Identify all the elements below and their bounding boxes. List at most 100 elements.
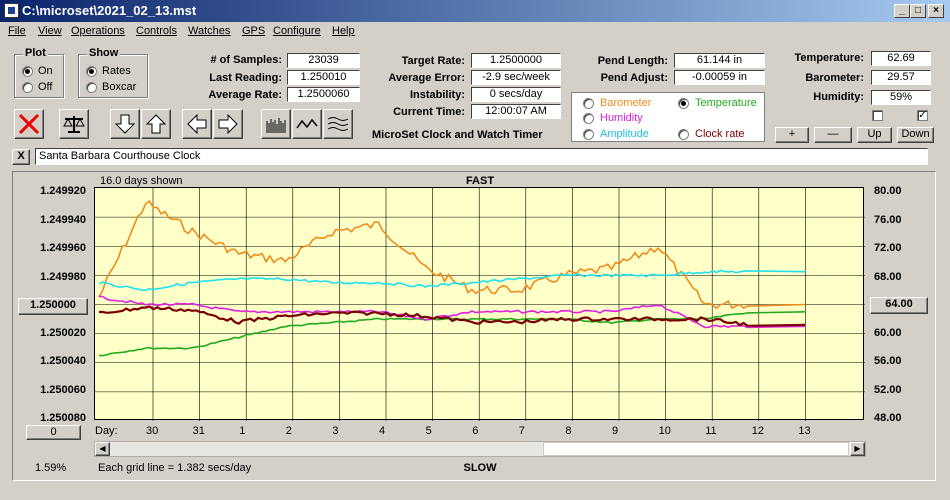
series-humidity: [98, 295, 806, 329]
barometer-value: 29.57: [871, 70, 931, 85]
scroll-up-button[interactable]: [141, 109, 171, 139]
barometer-label: Barometer:: [805, 72, 864, 84]
scrollbar-thumb[interactable]: [543, 442, 849, 456]
menu-help[interactable]: Help: [332, 25, 355, 37]
target-rate-value[interactable]: 1.2500000: [471, 53, 561, 68]
pend-adjust-label: Pend Adjust:: [600, 72, 668, 84]
note-field[interactable]: Santa Barbara Courthouse Clock: [35, 148, 928, 165]
center-temp-button[interactable]: 64.00: [870, 297, 928, 314]
show-group-title: Show: [87, 47, 121, 59]
day-label-1: 1: [239, 425, 246, 437]
left-tick-6: 1.250040: [40, 355, 86, 367]
menu-file[interactable]: File: [8, 25, 26, 37]
plot-frame: [12, 171, 936, 481]
right-tick-8: 48.00: [874, 412, 902, 424]
left-tick-8: 1.250080: [40, 412, 86, 424]
balance-button[interactable]: [59, 109, 89, 139]
stop-button[interactable]: [14, 109, 44, 139]
left-tick-5: 1.250020: [40, 327, 86, 339]
samples-value: 23039: [287, 53, 360, 68]
day-label-5: 5: [425, 425, 432, 437]
series-amplitude: [98, 269, 806, 291]
red-x-icon: [18, 113, 40, 135]
series-barometer-radio[interactable]: [583, 98, 594, 109]
pend-length-value: 61.144 in: [674, 53, 765, 68]
menu-operations[interactable]: Operations: [71, 25, 125, 37]
instability-value: 0 secs/day: [471, 87, 561, 102]
series-clockrate-radio[interactable]: [678, 129, 689, 140]
bars-view-button[interactable]: [261, 109, 291, 139]
average-error-value: -2.9 sec/week: [471, 70, 561, 85]
show-group: Show Rates Boxcar: [78, 47, 148, 98]
right-tick-1: 76.00: [874, 214, 902, 226]
series-humidity-label: Humidity: [600, 112, 643, 124]
plus-button[interactable]: +: [775, 127, 809, 143]
menu-bar: File View Operations Controls Watches GP…: [0, 23, 950, 41]
up-button[interactable]: Up: [857, 127, 892, 143]
scroll-down-button[interactable]: [110, 109, 140, 139]
menu-configure[interactable]: Configure: [273, 25, 321, 37]
note-close-button[interactable]: X: [12, 149, 30, 165]
plot-area: [94, 187, 865, 421]
plot-on-radio[interactable]: [22, 66, 33, 77]
minus-button[interactable]: —: [814, 127, 852, 143]
scroll-right-button[interactable]: [213, 109, 243, 139]
scroll-left-arrow[interactable]: ◀: [95, 442, 110, 456]
fast-label: FAST: [465, 175, 495, 187]
series-temperature-radio[interactable]: [678, 98, 689, 109]
current-time-value: 12:00:07 AM: [471, 104, 561, 119]
day-label-10: 10: [658, 425, 671, 437]
right-tick-5: 60.00: [874, 327, 902, 339]
series-humidity-radio[interactable]: [583, 113, 594, 124]
scroll-right-arrow[interactable]: ▶: [850, 442, 865, 456]
arrow-left-icon: [187, 113, 207, 135]
percent-label: 1.59%: [35, 462, 67, 474]
offset-button[interactable]: 0: [26, 425, 81, 440]
maximize-button[interactable]: □: [910, 4, 926, 18]
right-tick-3: 68.00: [874, 271, 902, 283]
menu-gps[interactable]: GPS: [242, 25, 266, 37]
humidity-value: 59%: [871, 90, 931, 105]
temperature-label: Temperature:: [794, 52, 864, 64]
menu-watches[interactable]: Watches: [188, 25, 231, 37]
day-label-31: 31: [192, 425, 205, 437]
arrow-down-icon: [114, 114, 136, 134]
plot-off-radio[interactable]: [22, 82, 33, 93]
average-rate-value: 1.2500060: [287, 87, 360, 102]
days-shown-label: 16.0 days shown: [100, 175, 183, 187]
grid-note: Each grid line = 1.382 secs/day: [98, 462, 252, 474]
temperature-value: 62.69: [871, 51, 931, 66]
env-checkbox-1[interactable]: [872, 110, 883, 121]
day-label-3: 3: [332, 425, 339, 437]
show-boxcar-label: Boxcar: [102, 81, 137, 93]
multi-wave-icon: [327, 117, 349, 131]
left-tick-2: 1.249960: [40, 242, 86, 254]
down-button[interactable]: Down: [897, 127, 934, 143]
env-checkbox-2[interactable]: ✓: [917, 110, 928, 121]
scroll-left-button[interactable]: [182, 109, 212, 139]
menu-controls[interactable]: Controls: [136, 25, 177, 37]
line-view-button[interactable]: [292, 109, 322, 139]
series-selector: Barometer Temperature Humidity Amplitude…: [571, 92, 765, 142]
day-label-8: 8: [565, 425, 572, 437]
plot-off-label: Off: [38, 81, 53, 93]
left-tick-7: 1.250060: [40, 384, 86, 396]
instability-label: Instability:: [409, 89, 465, 101]
day-label-6: 6: [472, 425, 479, 437]
series-amplitude-radio[interactable]: [583, 129, 594, 140]
average-rate-label: Average Rate:: [208, 89, 282, 101]
show-boxcar-radio[interactable]: [86, 82, 97, 93]
close-window-button[interactable]: ×: [928, 4, 944, 18]
pend-adjust-value: -0.00059 in: [674, 70, 765, 85]
product-name: MicroSet Clock and Watch Timer: [372, 129, 543, 141]
day-label-12: 12: [751, 425, 765, 437]
horizontal-scrollbar[interactable]: ◀ ▶: [94, 441, 866, 457]
plot-group-title: Plot: [23, 47, 48, 59]
menu-view[interactable]: View: [38, 25, 62, 37]
center-rate-button[interactable]: 1.250000: [18, 298, 88, 315]
right-tick-6: 56.00: [874, 355, 902, 367]
show-rates-radio[interactable]: [86, 66, 97, 77]
series-barometer: [98, 200, 806, 310]
minimize-button[interactable]: _: [894, 4, 910, 18]
boxcar-view-button[interactable]: [323, 109, 353, 139]
